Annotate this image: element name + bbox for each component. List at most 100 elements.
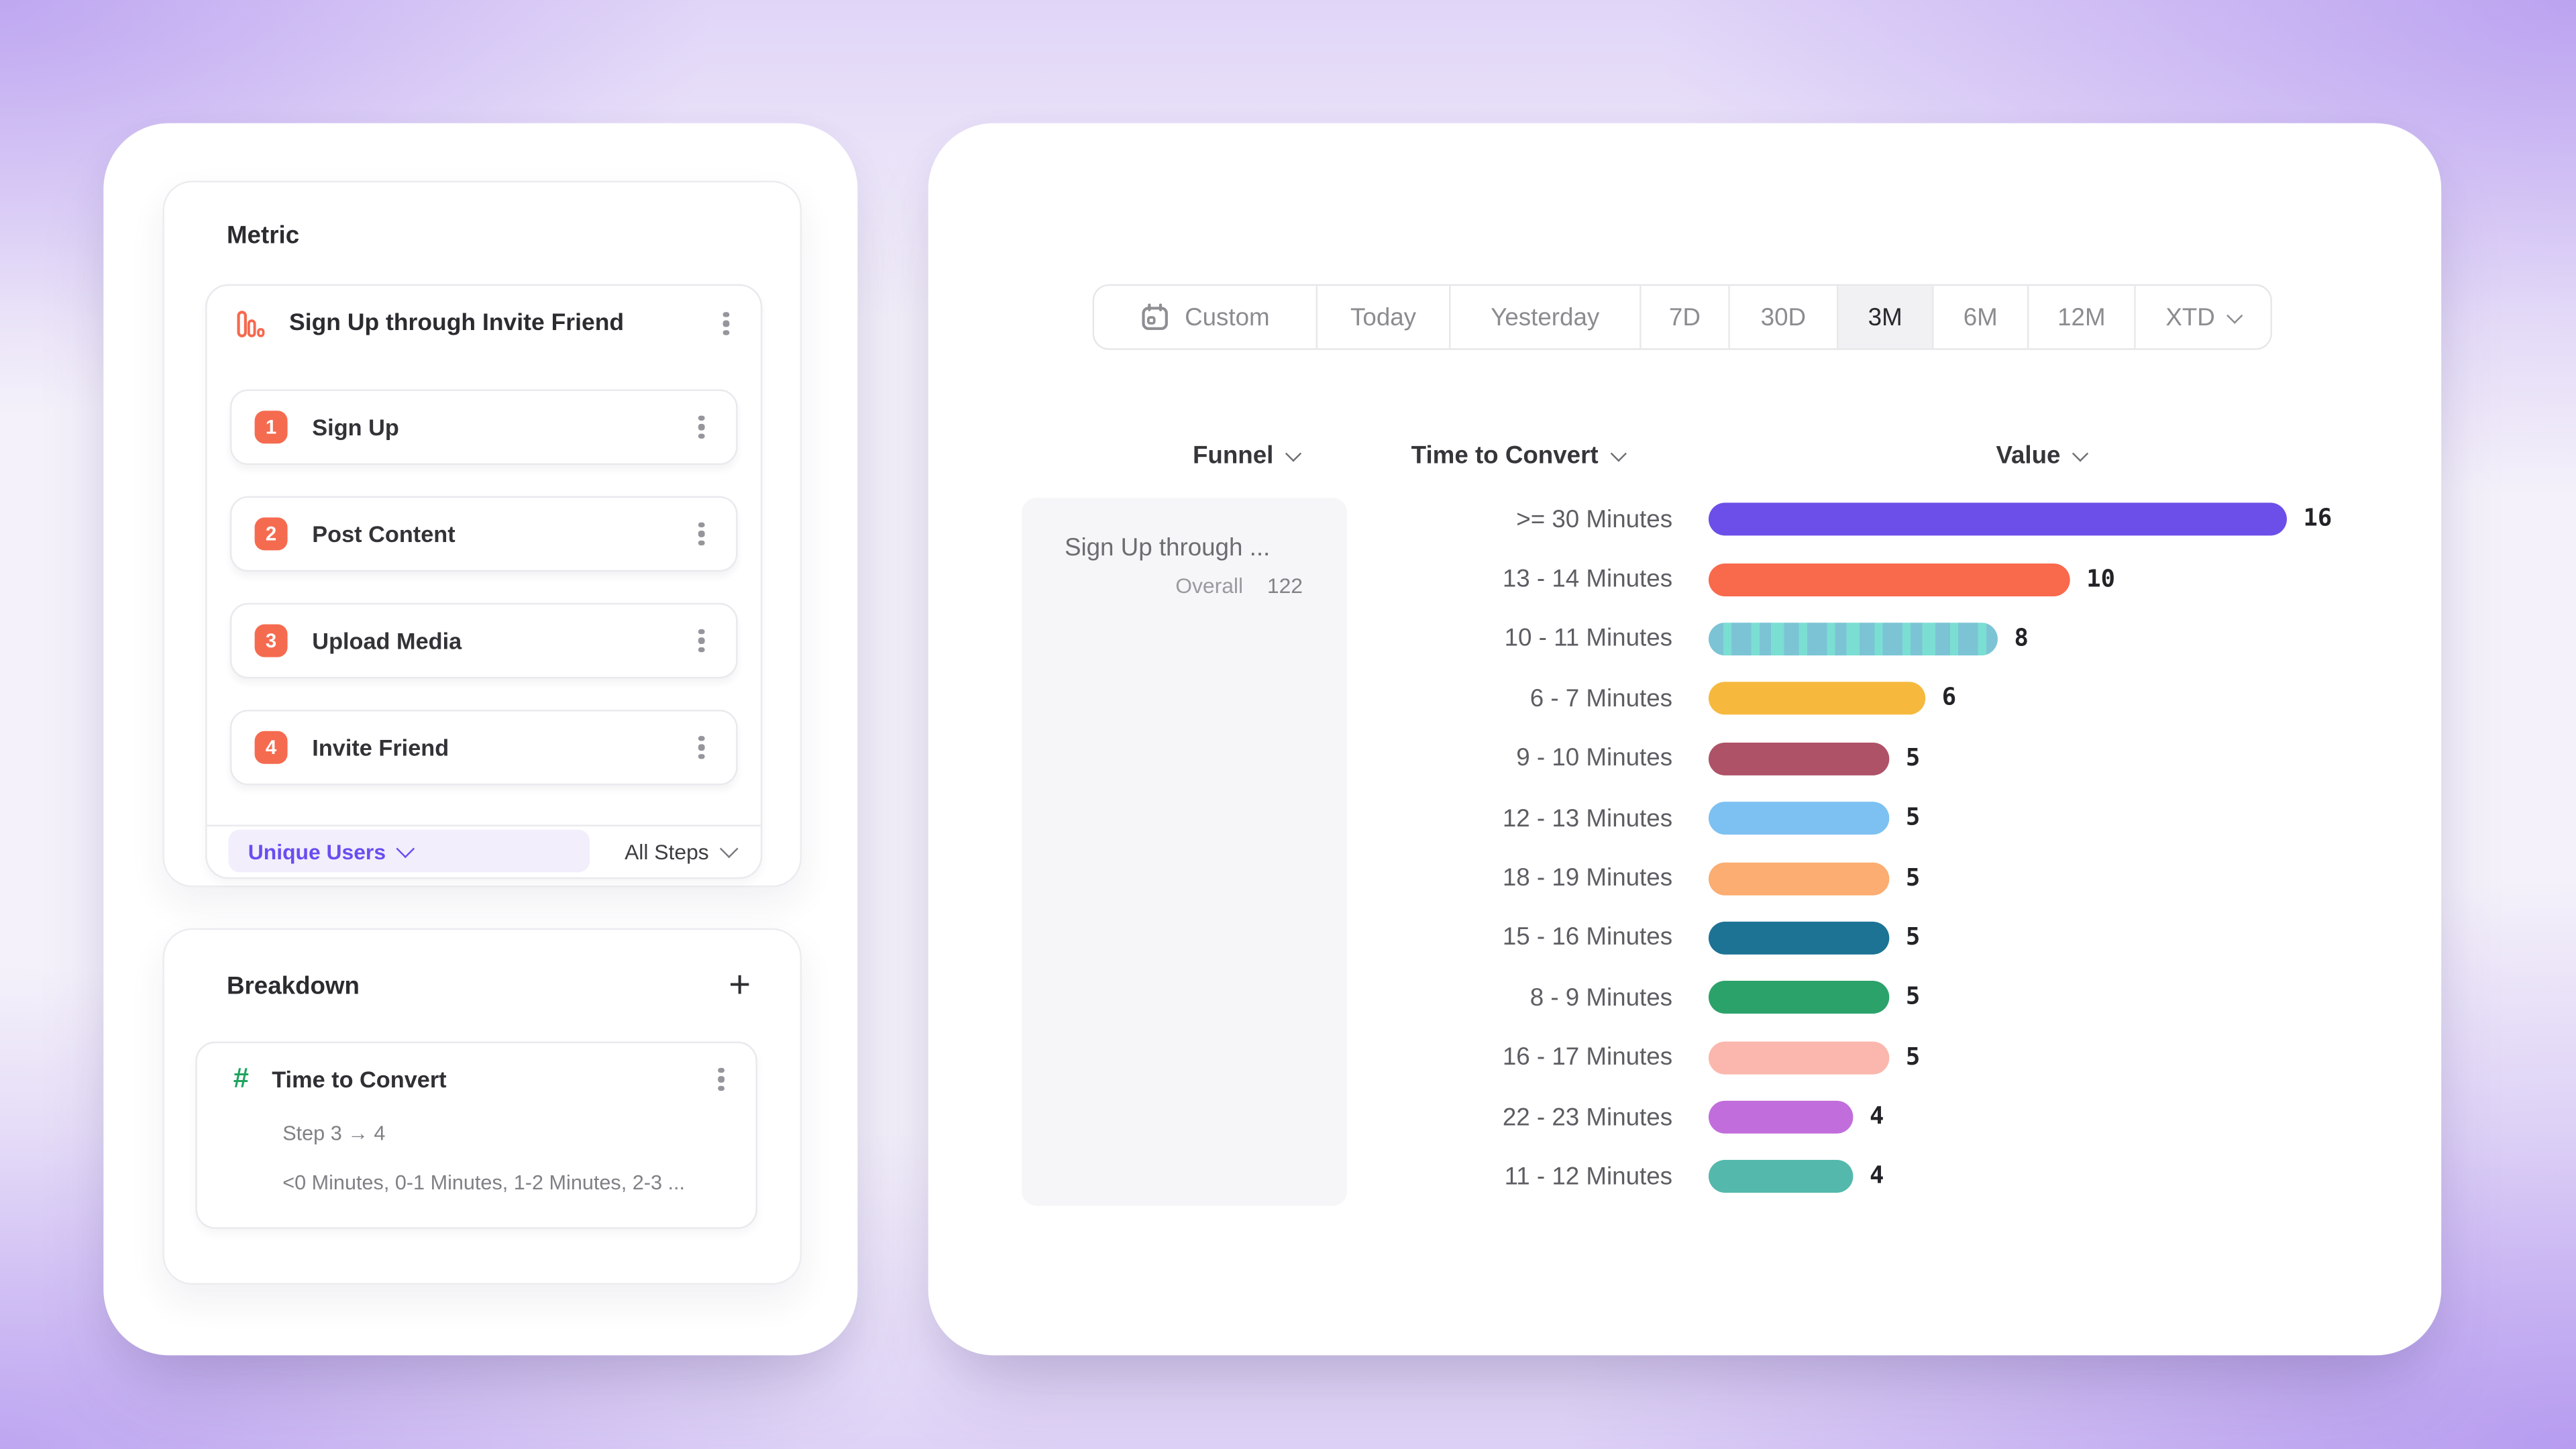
breakdown-property-card[interactable]: # Time to Convert Step 3 → 4 <0 Minutes,… — [195, 1041, 757, 1229]
step-number-badge: 3 — [254, 624, 288, 657]
breakdown-title: Breakdown — [226, 972, 360, 1001]
tab-7d[interactable]: 7D — [1640, 286, 1728, 349]
column-header-label: Value — [1996, 441, 2061, 470]
tab-label: Today — [1350, 303, 1417, 331]
tab-6m[interactable]: 6M — [1932, 286, 2027, 349]
funnel-steps-list: 1 Sign Up 2 Post Content 3 Upload Media — [229, 389, 738, 816]
step-kebab-menu-icon[interactable] — [690, 729, 713, 765]
bucket-label: 18 - 19 Minutes — [1502, 864, 1673, 892]
tab-label: XTD — [2165, 303, 2215, 331]
funnel-step-row[interactable]: 3 Upload Media — [229, 602, 738, 679]
bucket-label: 8 - 9 Minutes — [1529, 983, 1673, 1012]
plus-icon[interactable]: + — [729, 963, 751, 1006]
funnel-step-row[interactable]: 2 Post Content — [229, 496, 738, 572]
step-label: Sign Up — [312, 414, 399, 441]
chart-row: >= 30 Minutes 16 — [1360, 490, 2428, 549]
chevron-down-icon — [1286, 445, 1301, 462]
bar[interactable] — [1708, 502, 2287, 536]
breakdown-kebab-menu-icon[interactable] — [710, 1061, 733, 1097]
bar-value: 5 — [1905, 865, 1921, 892]
chart-row: 11 - 12 Minutes 4 — [1360, 1147, 2428, 1207]
tab-3m[interactable]: 3M — [1836, 286, 1933, 349]
step-kebab-menu-icon[interactable] — [690, 623, 713, 659]
bar-value: 5 — [1905, 984, 1921, 1011]
bucket-label: 12 - 13 Minutes — [1502, 804, 1673, 833]
chevron-down-icon — [2073, 445, 2088, 462]
bar[interactable] — [1708, 861, 1890, 895]
bar[interactable] — [1708, 921, 1890, 955]
bar-value: 6 — [1941, 686, 1957, 712]
step-label: Post Content — [312, 521, 455, 547]
breakdown-buckets-preview: <0 Minutes, 0-1 Minutes, 1-2 Minutes, 2-… — [282, 1171, 685, 1195]
bucket-label: 9 - 10 Minutes — [1516, 745, 1673, 773]
bar-value: 4 — [1869, 1104, 1884, 1131]
tab-label: 7D — [1668, 303, 1701, 331]
step-kebab-menu-icon[interactable] — [690, 516, 713, 552]
funnel-name: Sign Up through Invite Friend — [289, 310, 625, 337]
funnel-header-row[interactable]: Sign Up through Invite Friend — [207, 286, 761, 362]
bar[interactable] — [1708, 802, 1890, 835]
chart-row: 9 - 10 Minutes 5 — [1360, 729, 2428, 788]
hash-icon: # — [233, 1063, 249, 1095]
tab-custom[interactable]: Custom — [1094, 286, 1316, 348]
chevron-down-icon — [1611, 445, 1626, 462]
tab-12m[interactable]: 12M — [2027, 286, 2134, 349]
overall-value: 122 — [1267, 573, 1303, 598]
column-header-value[interactable]: Value — [1996, 441, 2088, 470]
tab-label: 12M — [2057, 303, 2106, 331]
bar[interactable] — [1708, 1040, 1890, 1074]
bucket-label: 10 - 11 Minutes — [1504, 625, 1673, 653]
chart-row: 13 - 14 Minutes 10 — [1360, 549, 2428, 609]
steps-scope-dropdown[interactable]: All Steps — [625, 839, 737, 863]
bar-value: 5 — [1905, 745, 1921, 772]
chart-row: 15 - 16 Minutes 5 — [1360, 908, 2428, 968]
funnel-step-row[interactable]: 4 Invite Friend — [229, 709, 738, 786]
step-label: Invite Friend — [312, 734, 449, 761]
bucket-label: 6 - 7 Minutes — [1529, 684, 1673, 713]
chevron-down-icon — [396, 840, 414, 858]
tab-xtd[interactable]: XTD — [2134, 286, 2270, 349]
tab-label: 6M — [1963, 303, 1998, 331]
metric-panel: Metric Sign Up through Invite Friend — [162, 180, 802, 888]
bar[interactable] — [1708, 742, 1890, 775]
bar[interactable] — [1708, 562, 2070, 596]
report-card: Custom Today Yesterday 7D 30D 3M 6M 12M … — [928, 123, 2442, 1356]
funnel-summary-title: Sign Up through ... — [1064, 533, 1271, 562]
funnel-footer-row: Unique Users All Steps — [228, 826, 737, 875]
bar[interactable] — [1708, 682, 1926, 716]
funnel-definition-card: Sign Up through Invite Friend 1 Sign Up … — [205, 284, 763, 879]
column-header-breakdown[interactable]: Time to Convert — [1411, 442, 1626, 470]
bar-value: 8 — [2014, 625, 2029, 653]
query-builder-card: Metric Sign Up through Invite Friend — [103, 123, 858, 1356]
chart-row: 22 - 23 Minutes 4 — [1360, 1087, 2428, 1147]
chart-row: 10 - 11 Minutes 8 — [1360, 609, 2428, 669]
bar[interactable] — [1708, 981, 1890, 1014]
tab-today[interactable]: Today — [1316, 286, 1449, 349]
bar[interactable] — [1708, 623, 1998, 656]
tab-30d[interactable]: 30D — [1728, 286, 1837, 349]
bar[interactable] — [1708, 1161, 1854, 1194]
bucket-label: 15 - 16 Minutes — [1502, 924, 1673, 952]
steps-scope-label: All Steps — [625, 839, 709, 863]
step-kebab-menu-icon[interactable] — [690, 409, 713, 445]
bucket-label: 16 - 17 Minutes — [1502, 1043, 1673, 1072]
funnel-kebab-menu-icon[interactable] — [714, 306, 737, 342]
bucket-label: 22 - 23 Minutes — [1502, 1103, 1673, 1132]
breakdown-property-name: Time to Convert — [272, 1066, 447, 1093]
measurement-dropdown[interactable]: Unique Users — [228, 829, 590, 873]
chart-row: 18 - 19 Minutes 5 — [1360, 849, 2428, 908]
tab-label: 30D — [1760, 303, 1807, 331]
bar-value: 5 — [1905, 924, 1921, 951]
chart-row: 16 - 17 Minutes 5 — [1360, 1028, 2428, 1087]
step-number-badge: 1 — [254, 411, 288, 444]
funnel-summary-card[interactable]: Sign Up through ... Overall 122 — [1022, 498, 1348, 1206]
chart-row: 8 - 9 Minutes 5 — [1360, 968, 2428, 1028]
bar-value: 5 — [1905, 1044, 1921, 1071]
funnel-step-row[interactable]: 1 Sign Up — [229, 389, 738, 466]
bar-value: 4 — [1869, 1164, 1884, 1191]
step-number-badge: 4 — [254, 731, 288, 764]
bar[interactable] — [1708, 1101, 1854, 1134]
tab-yesterday[interactable]: Yesterday — [1449, 286, 1640, 349]
column-header-funnel[interactable]: Funnel — [1193, 442, 1301, 470]
bar-value: 16 — [2303, 506, 2332, 533]
